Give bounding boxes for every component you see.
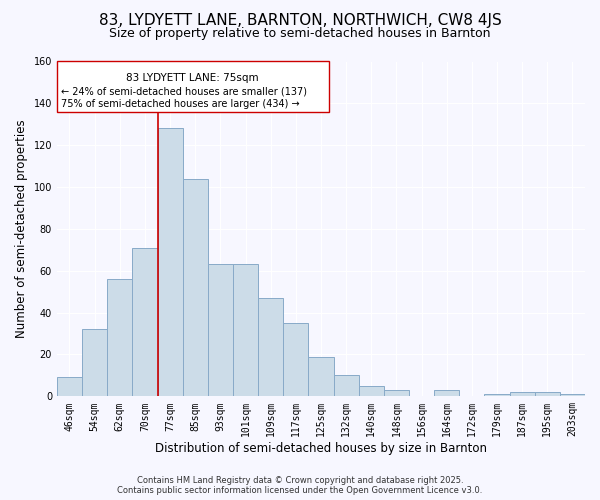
Bar: [158, 128, 182, 396]
Y-axis label: Number of semi-detached properties: Number of semi-detached properties: [15, 120, 28, 338]
Bar: [308, 356, 334, 397]
Bar: [560, 394, 585, 396]
Bar: [384, 390, 409, 396]
Text: 83, LYDYETT LANE, BARNTON, NORTHWICH, CW8 4JS: 83, LYDYETT LANE, BARNTON, NORTHWICH, CW…: [98, 12, 502, 28]
Text: 75% of semi-detached houses are larger (434) →: 75% of semi-detached houses are larger (…: [61, 99, 299, 109]
Bar: [258, 298, 283, 396]
Bar: [359, 386, 384, 396]
Bar: [434, 390, 459, 396]
Bar: [82, 330, 107, 396]
Bar: [182, 178, 208, 396]
Bar: [334, 376, 359, 396]
Text: 83 LYDYETT LANE: 75sqm: 83 LYDYETT LANE: 75sqm: [127, 72, 259, 83]
Bar: [283, 323, 308, 396]
X-axis label: Distribution of semi-detached houses by size in Barnton: Distribution of semi-detached houses by …: [155, 442, 487, 455]
Bar: [484, 394, 509, 396]
Bar: [57, 378, 82, 396]
Bar: [133, 248, 158, 396]
FancyBboxPatch shape: [57, 62, 329, 112]
Bar: [208, 264, 233, 396]
Bar: [509, 392, 535, 396]
Bar: [535, 392, 560, 396]
Text: Contains HM Land Registry data © Crown copyright and database right 2025.
Contai: Contains HM Land Registry data © Crown c…: [118, 476, 482, 495]
Text: Size of property relative to semi-detached houses in Barnton: Size of property relative to semi-detach…: [109, 28, 491, 40]
Bar: [233, 264, 258, 396]
Text: ← 24% of semi-detached houses are smaller (137): ← 24% of semi-detached houses are smalle…: [61, 86, 307, 97]
Bar: [107, 279, 133, 396]
